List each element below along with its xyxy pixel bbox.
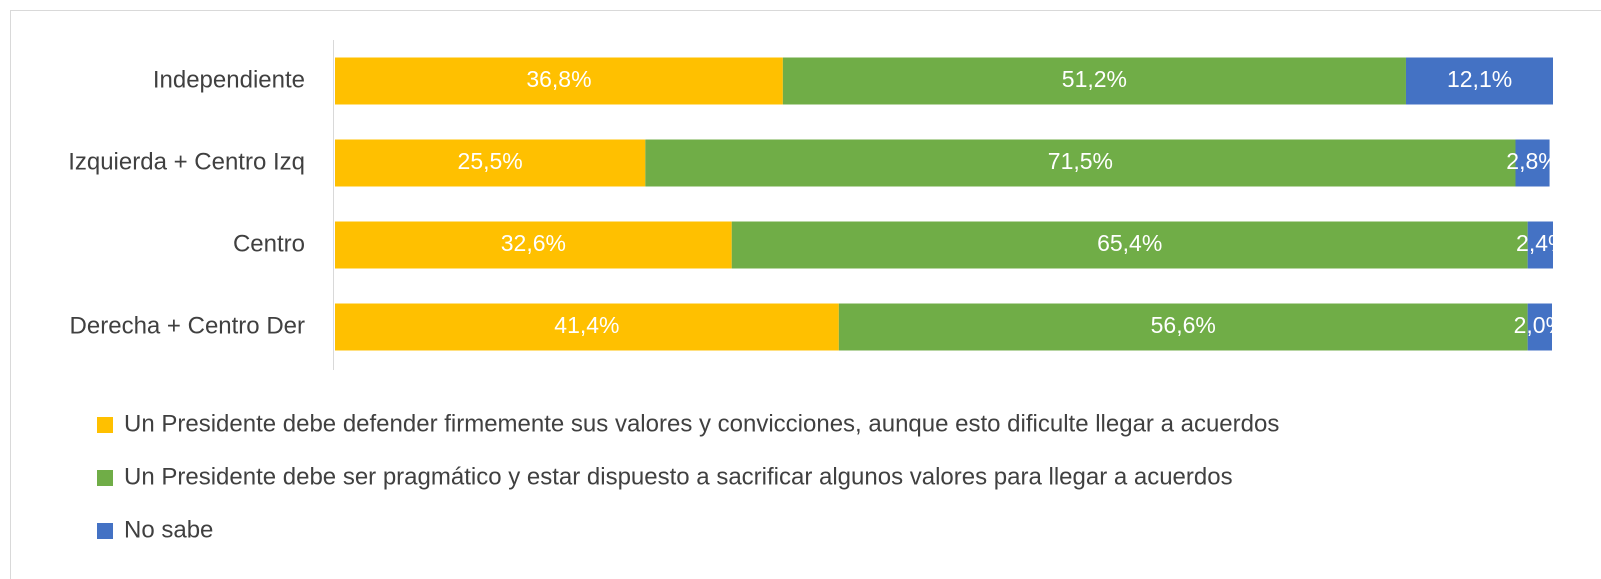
data-label: 51,2% <box>1062 66 1127 92</box>
legend-label: Un Presidente debe ser pragmático y esta… <box>124 463 1233 490</box>
data-label: 25,5% <box>458 148 523 174</box>
data-label: 2,4% <box>1516 230 1568 256</box>
data-label: 36,8% <box>526 66 591 92</box>
bar-segment <box>335 303 839 351</box>
legend-swatch <box>97 470 113 486</box>
plot-area: 36,8% 51,2% 12,1% 25,5% 71,5% 2,8% 32,6% 65,4% 2… <box>335 57 1568 351</box>
legend-swatch <box>97 417 113 433</box>
data-label: 41,4% <box>554 312 619 338</box>
data-label: 56,6% <box>1151 312 1216 338</box>
data-label: 2,8% <box>1506 148 1558 174</box>
chart-frame <box>10 10 1601 579</box>
bar-segment <box>782 57 1406 105</box>
bar-segment <box>645 139 1516 187</box>
data-label: 65,4% <box>1097 230 1162 256</box>
y-tick-label: Independiente <box>153 66 305 93</box>
bar-segment <box>335 139 646 187</box>
bar-segment <box>1527 303 1552 351</box>
y-tick-label: Izquierda + Centro Izq <box>68 148 305 175</box>
data-label: 12,1% <box>1447 66 1512 92</box>
bar-segment <box>1515 139 1550 187</box>
legend-label: No sabe <box>124 516 213 543</box>
bar-segment <box>335 57 783 105</box>
bar-segment <box>1527 221 1553 269</box>
bar-segment <box>335 221 732 269</box>
y-tick-label: Centro <box>233 230 305 257</box>
legend-swatch <box>97 523 113 539</box>
bar-segment <box>838 303 1528 351</box>
data-label: 32,6% <box>501 230 566 256</box>
data-label: 71,5% <box>1048 148 1113 174</box>
bar-segment <box>1405 57 1553 105</box>
legend-label: Un Presidente debe defender firmemente s… <box>124 410 1279 437</box>
bar-segment <box>731 221 1528 269</box>
y-tick-label: Derecha + Centro Der <box>70 312 305 339</box>
data-label: 2,0% <box>1514 312 1566 338</box>
